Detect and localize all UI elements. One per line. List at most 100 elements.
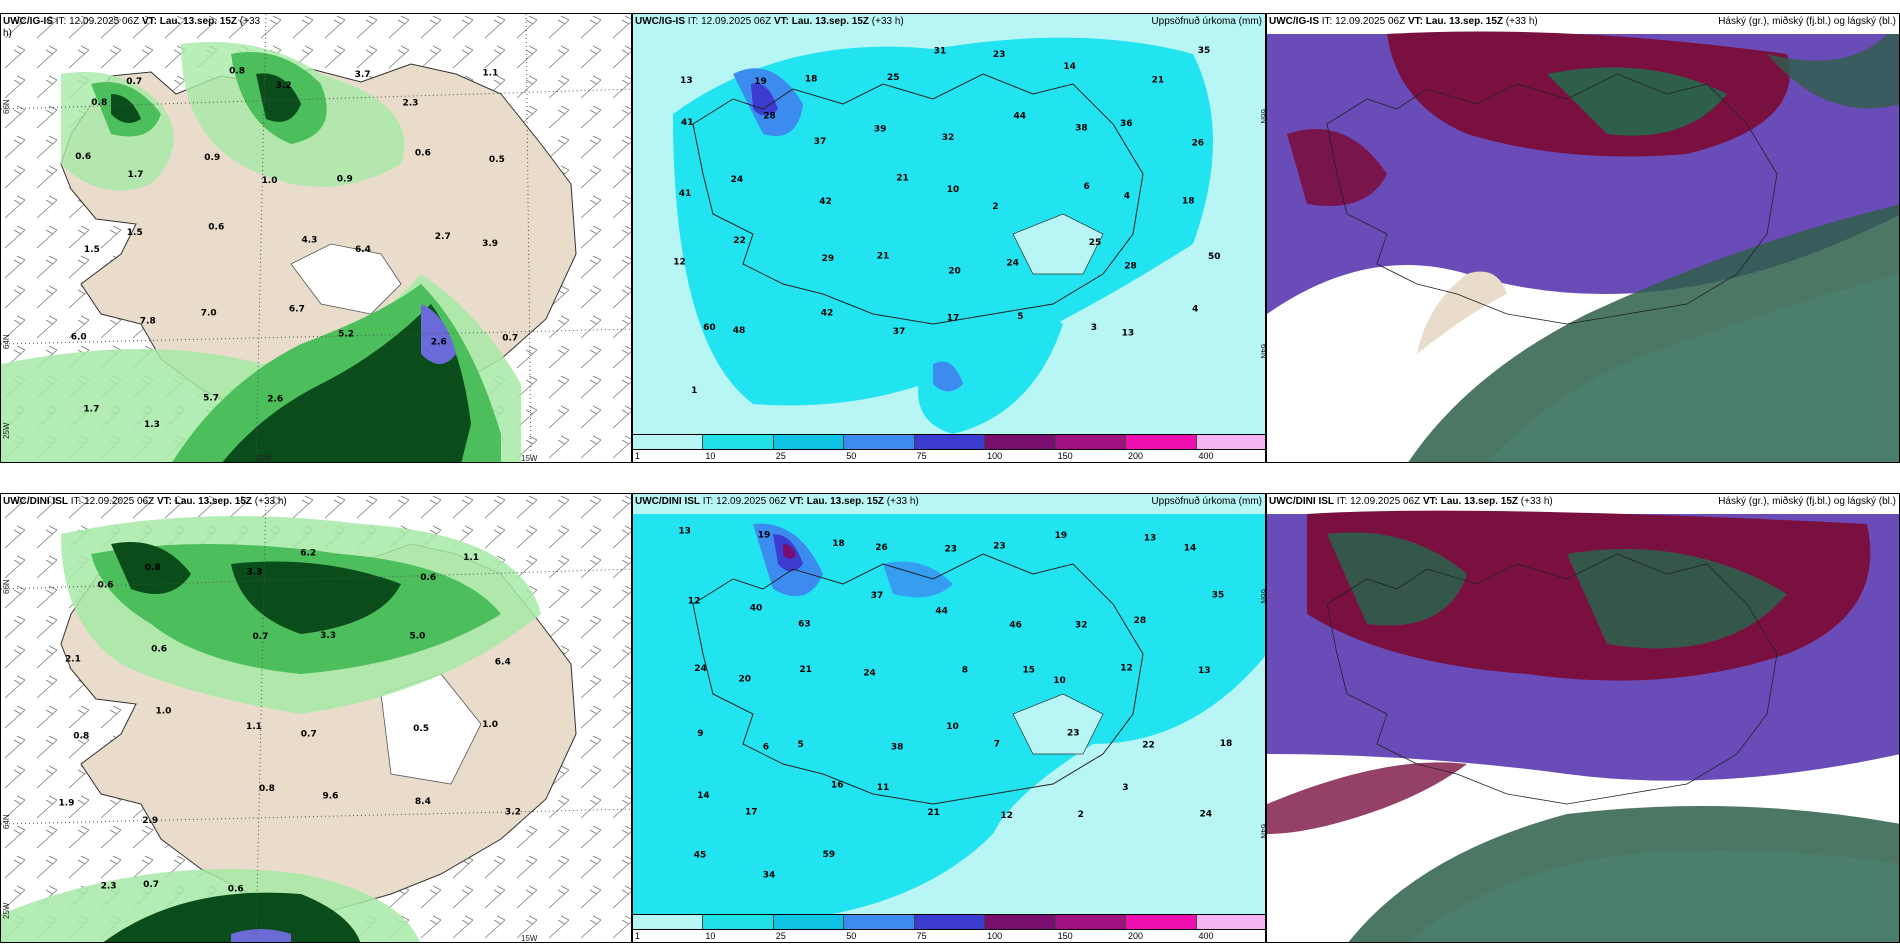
- colorbar-cell: [985, 435, 1056, 449]
- value-label: 37: [814, 137, 827, 147]
- lat-label-64n: 64N: [1259, 344, 1266, 359]
- colorbar-label: 100: [987, 451, 1003, 461]
- value-label: 24: [731, 175, 744, 185]
- colorbar-cell: [633, 435, 704, 449]
- value-label: 42: [819, 197, 832, 207]
- value-label: 40: [750, 604, 763, 614]
- colorbar-label: 150: [1057, 451, 1073, 461]
- value-label: 50: [1208, 252, 1221, 262]
- value-label: 44: [935, 606, 948, 616]
- value-label: 3.9: [482, 239, 498, 249]
- value-label: 3.7: [355, 70, 371, 80]
- colorbar-label: 10: [705, 931, 716, 941]
- value-label: 1.0: [156, 707, 172, 717]
- value-label: 6.2: [300, 549, 316, 559]
- lon-label-15w: 15W: [521, 454, 538, 463]
- panel-title: UWC/DINI ISL IT: 12.09.2025 06Z VT: Lau.…: [3, 496, 287, 507]
- panel-clouds-dini: UWC/DINI ISL IT: 12.09.2025 06Z VT: Lau.…: [1266, 493, 1900, 943]
- colorbar-cell: [773, 915, 845, 929]
- value-label: 3.2: [505, 808, 521, 818]
- value-label: 2.3: [101, 882, 117, 892]
- colorbar-cell: [914, 915, 986, 929]
- value-label: 26: [1192, 138, 1205, 148]
- value-label: 7: [994, 740, 1000, 750]
- lon-label-20w: 20W: [255, 454, 272, 463]
- value-label: 24: [694, 664, 707, 674]
- value-label: 2: [992, 202, 998, 212]
- value-label: 5.2: [338, 330, 354, 340]
- value-label: 1.1: [463, 553, 479, 563]
- value-label: 12: [1000, 811, 1013, 821]
- colorbar-label: 25: [775, 451, 786, 461]
- colorbar-labels: 1 10 25 50 75 100 150 200 400: [633, 450, 1265, 462]
- value-label: 0.7: [253, 632, 269, 642]
- value-label: 2.3: [403, 98, 419, 108]
- value-label: 22: [1142, 741, 1155, 751]
- lon-label-15w: 15W: [521, 934, 538, 943]
- value-label: 0.5: [413, 724, 429, 734]
- value-label: 5.0: [410, 631, 426, 641]
- value-label: 8.4: [415, 797, 431, 807]
- value-label: 0.6: [420, 573, 436, 583]
- value-label: 20: [948, 266, 961, 276]
- value-label: 11: [877, 783, 890, 793]
- value-label: 23: [945, 545, 958, 555]
- value-label: 0.6: [415, 148, 431, 158]
- panel-accum-precip-igis: UWC/IG-IS IT: 12.09.2025 06Z VT: Lau. 13…: [632, 13, 1266, 463]
- colorbar-cell: [773, 435, 845, 449]
- value-label: 9.6: [323, 791, 339, 801]
- value-label: 32: [1075, 621, 1088, 631]
- value-label: 5: [1017, 312, 1023, 322]
- value-label: 0.7: [143, 880, 159, 890]
- value-label: 21: [927, 808, 940, 818]
- precip-value-labels: 0.6 0.8 3.3 6.2 0.6 1.1 2.1 0.6 0.7 3.3 5.0 6.4 0.8 1…: [59, 549, 521, 895]
- value-label: 13: [1198, 666, 1211, 676]
- value-label: 6.4: [355, 245, 371, 255]
- value-label: 25: [887, 73, 900, 83]
- value-label: 0.8: [91, 98, 107, 108]
- value-label: 2.9: [142, 816, 158, 826]
- value-label: 23: [993, 542, 1006, 552]
- value-label: 0.6: [228, 884, 244, 894]
- map-clouds: [1267, 14, 1899, 462]
- value-label: 1: [691, 386, 697, 396]
- value-label: 48: [733, 326, 746, 336]
- value-label: 63: [798, 619, 811, 629]
- value-label: 46: [1009, 621, 1022, 631]
- value-label: 25: [1089, 238, 1102, 248]
- value-label: 2.6: [431, 338, 447, 348]
- value-label: 41: [681, 118, 694, 128]
- colorbar-cell: [1055, 915, 1127, 929]
- value-label: 35: [1212, 590, 1225, 600]
- value-label: 10: [1053, 676, 1066, 686]
- value-label: 36: [1120, 119, 1133, 129]
- colorbar-label: 400: [1198, 451, 1214, 461]
- value-label: 24: [863, 668, 876, 678]
- value-label: 14: [1063, 62, 1076, 72]
- value-label: 1.5: [127, 228, 143, 238]
- value-label: 5: [798, 740, 804, 750]
- lat-label-66n: 66N: [1259, 109, 1266, 124]
- panel-title: UWC/IG-IS IT: 12.09.2025 06Z VT: Lau. 13…: [3, 16, 261, 39]
- value-label: 28: [1124, 261, 1137, 271]
- value-label: 0.6: [75, 152, 91, 162]
- value-label: 0.8: [259, 784, 275, 794]
- value-label: 4: [1192, 305, 1198, 315]
- precip-value-labels: 0.8 0.7 0.8 3.2 3.7 2.3 1.1 0.6 1.7 0.9 1.0 0.9 0.6 0…: [71, 67, 518, 430]
- value-label: 2.1: [65, 655, 81, 665]
- colorbar-label: 200: [1128, 931, 1144, 941]
- value-label: 7.8: [140, 317, 156, 327]
- colorbar-cell: [985, 915, 1056, 929]
- value-label: 37: [893, 327, 906, 337]
- value-label: 14: [697, 791, 710, 801]
- value-label: 39: [874, 124, 887, 134]
- value-label: 21: [799, 665, 812, 675]
- value-label: 18: [1220, 739, 1233, 749]
- colorbar-cell: [703, 435, 774, 449]
- value-label: 22: [733, 236, 746, 246]
- value-label: 28: [763, 112, 776, 122]
- value-label: 3: [1122, 783, 1128, 793]
- colorbar-label: 400: [1198, 931, 1214, 941]
